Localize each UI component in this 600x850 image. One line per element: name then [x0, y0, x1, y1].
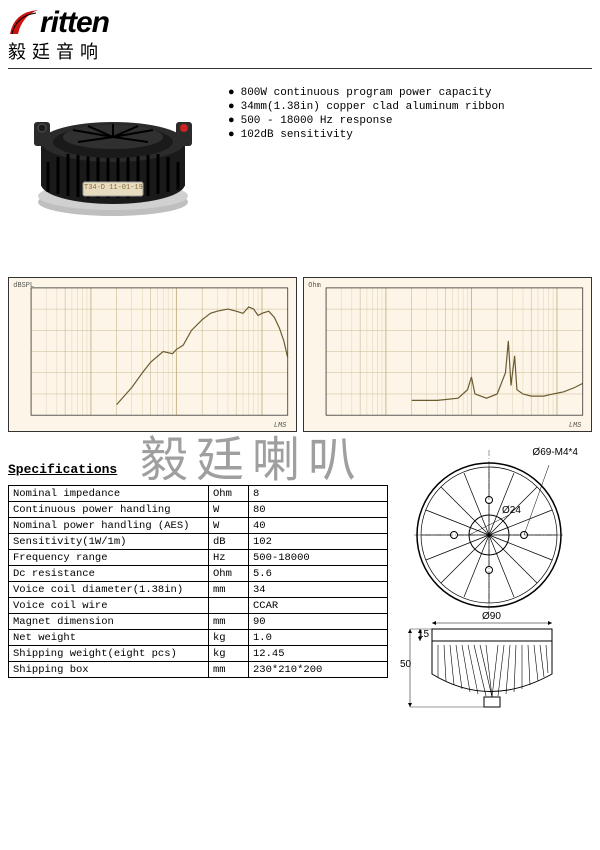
table-row: Sensitivity(1W/1m)dB102: [9, 534, 388, 550]
table-row: Shipping boxmm230*210*200: [9, 662, 388, 678]
feature-item: 102dB sensitivity: [228, 129, 505, 141]
impedance-chart: Ohm LMS: [303, 277, 592, 432]
divider: [8, 68, 592, 69]
table-row: Dc resistanceOhm5.6: [9, 566, 388, 582]
svg-text:LMS: LMS: [569, 422, 582, 430]
table-row: Shipping weight(eight pcs)kg12.45: [9, 646, 388, 662]
brand-logo: ritten 毅廷音响: [8, 8, 178, 64]
feature-item: 34mm(1.38in) copper clad aluminum ribbon: [228, 101, 505, 113]
dim-bore: Ø24: [502, 505, 521, 516]
logo-cn: 毅廷音响: [8, 38, 178, 64]
dim-holes: Ø69-M4*4: [532, 447, 578, 458]
svg-text:dBSPL: dBSPL: [13, 282, 34, 290]
svg-text:LMS: LMS: [274, 422, 287, 430]
dim-h1: 15: [418, 629, 429, 640]
logo-text: ritten: [40, 9, 109, 36]
table-row: Voice coil diameter(1.38in)mm34: [9, 582, 388, 598]
table-row: Nominal power handling (AES)W40: [9, 518, 388, 534]
feature-item: 500 - 18000 Hz response: [228, 115, 505, 127]
dim-od: Ø90: [482, 611, 501, 622]
table-row: Frequency rangeHz500-18000: [9, 550, 388, 566]
technical-drawings: Ø69-M4*4 Ø24: [396, 485, 581, 714]
table-row: Magnet dimensionmm90: [9, 614, 388, 630]
table-row: Voice coil wireCCAR: [9, 598, 388, 614]
spec-table: Nominal impedanceOhm8Continuous power ha…: [8, 485, 388, 678]
product-sticker-label: T34-D 11-01-19: [84, 184, 143, 192]
svg-text:Ohm: Ohm: [308, 282, 320, 290]
feature-list: 800W continuous program power capacity 3…: [228, 87, 505, 143]
table-row: Continuous power handlingW80: [9, 502, 388, 518]
table-row: Net weightkg1.0: [9, 630, 388, 646]
logo-swoosh-icon: [8, 8, 40, 36]
product-photo: T34-D 11-01-19: [8, 77, 218, 247]
feature-item: 800W continuous program power capacity: [228, 87, 505, 99]
table-row: Nominal impedanceOhm8: [9, 486, 388, 502]
frequency-response-chart: dBSPL LMS: [8, 277, 297, 432]
dim-htotal: 50: [400, 659, 411, 670]
